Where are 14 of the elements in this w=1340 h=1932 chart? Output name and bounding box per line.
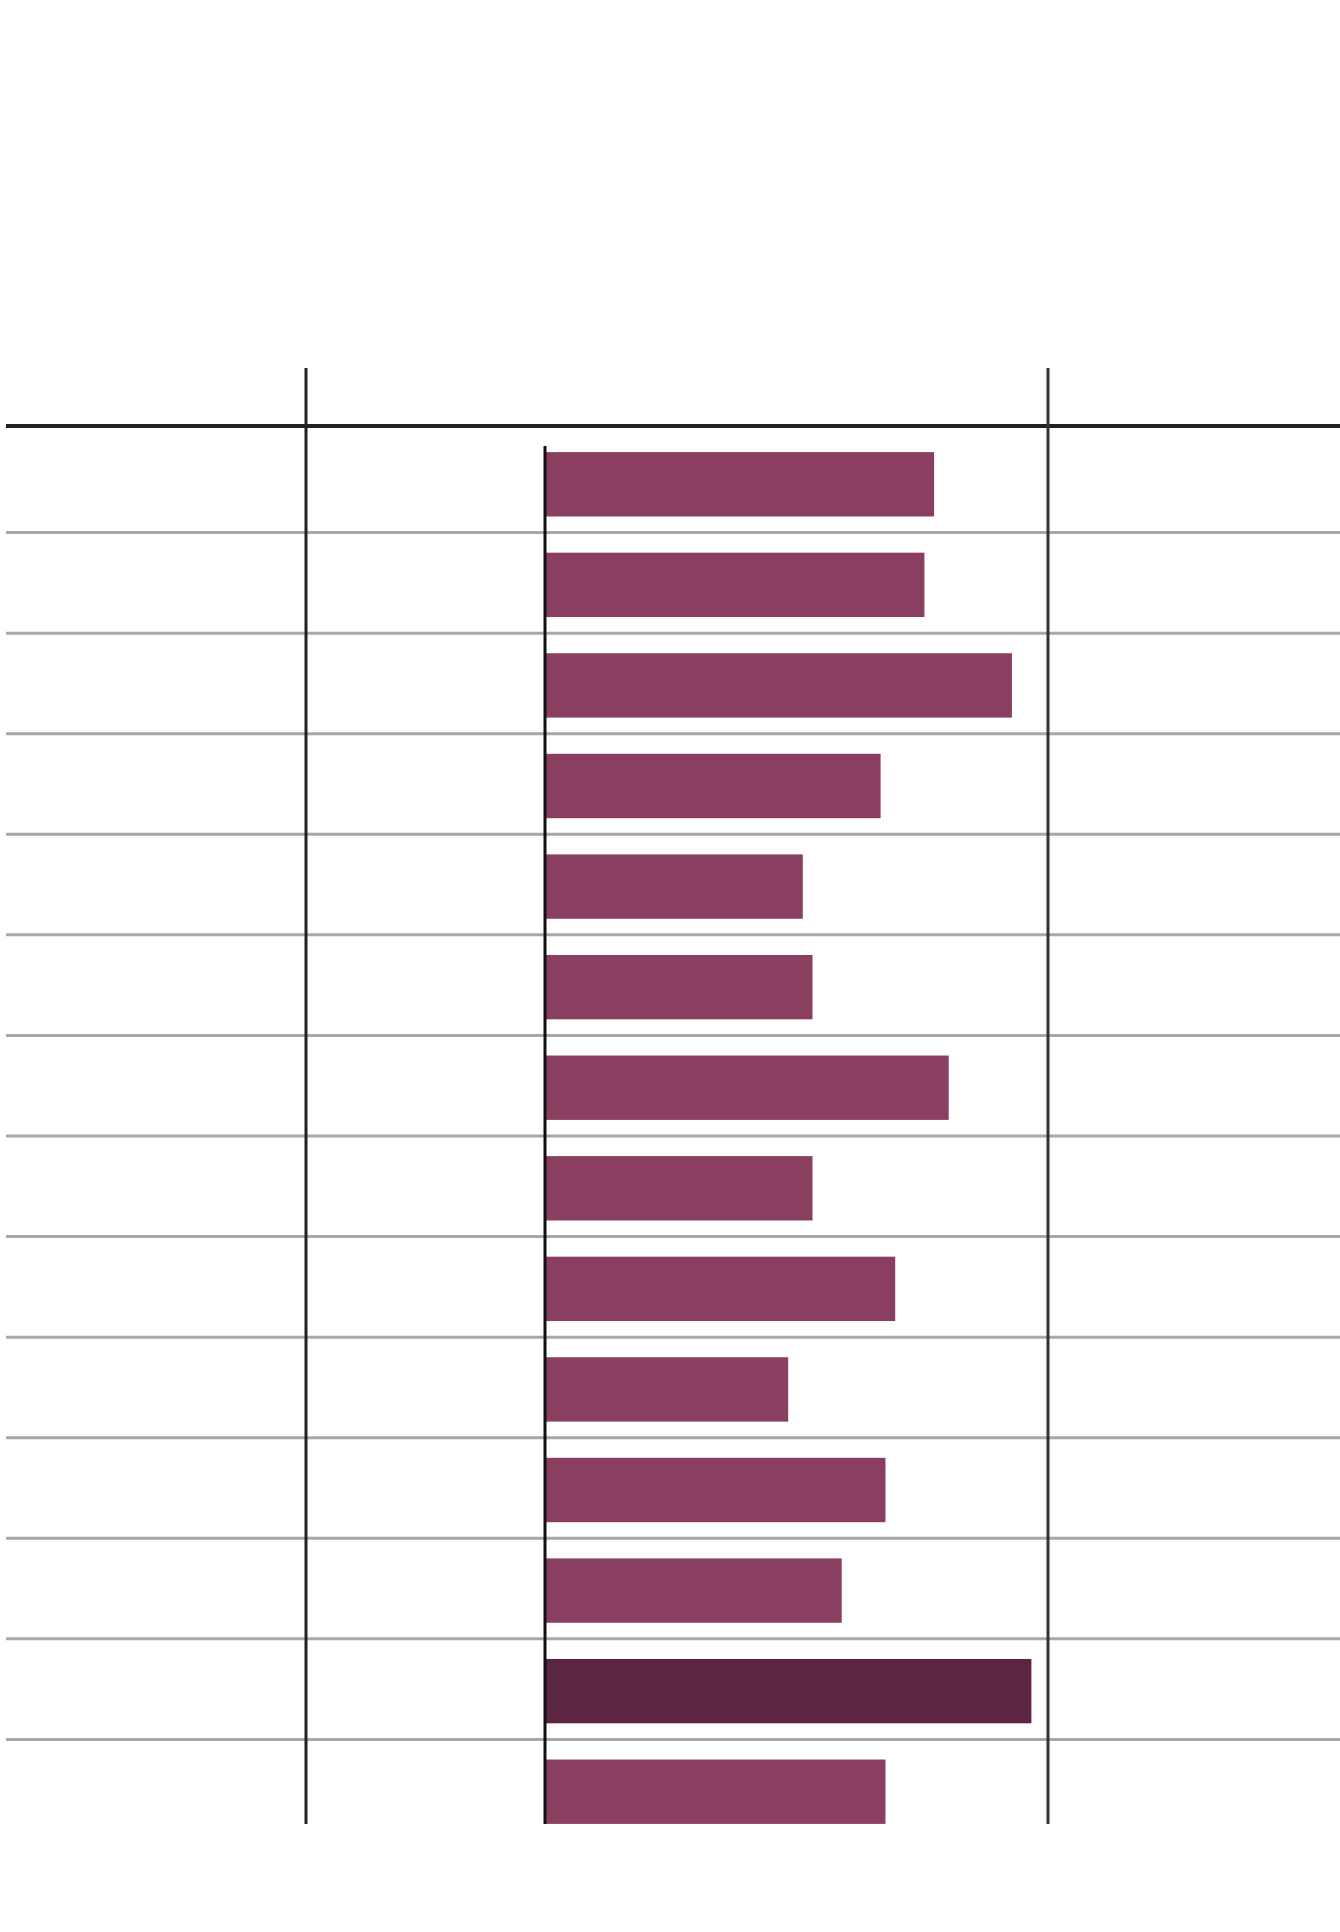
bar xyxy=(545,1658,1032,1724)
bar xyxy=(545,452,935,517)
bar xyxy=(545,653,1012,718)
bar xyxy=(545,954,813,1020)
bar xyxy=(545,1156,813,1221)
bar xyxy=(545,1759,886,1824)
bar xyxy=(545,1357,789,1422)
bar xyxy=(545,552,925,618)
bar xyxy=(545,1256,896,1322)
bar xyxy=(545,753,881,819)
bar xyxy=(545,1055,949,1120)
bar xyxy=(545,1457,886,1523)
bar xyxy=(545,1558,842,1623)
bar xyxy=(545,854,803,919)
